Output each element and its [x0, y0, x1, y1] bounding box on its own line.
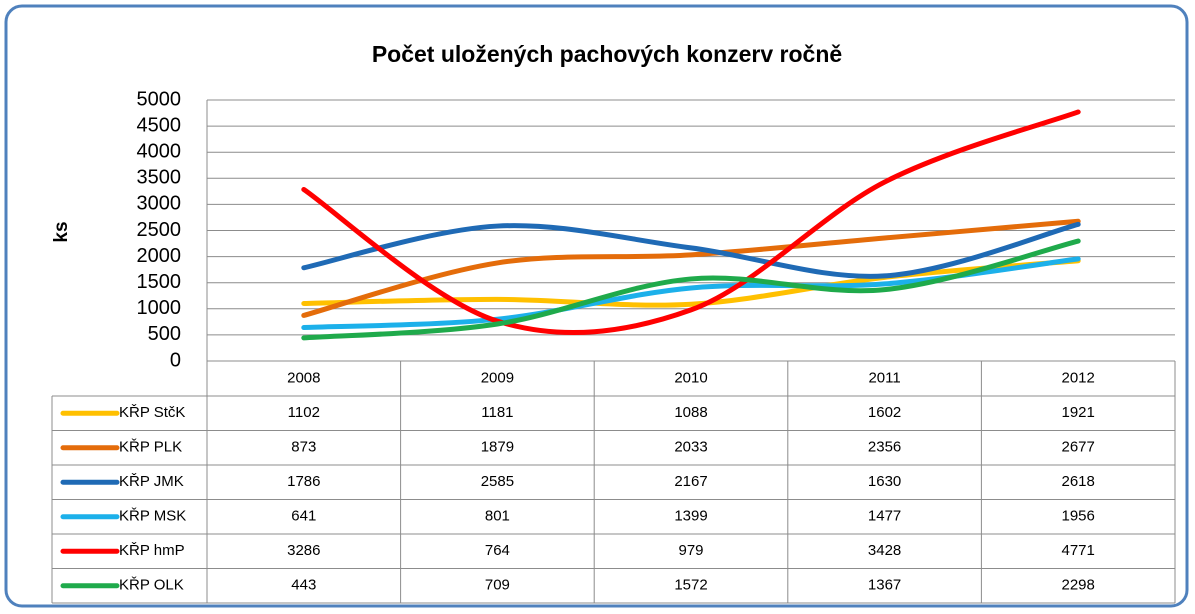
x-tick-label: 2009: [481, 369, 514, 386]
x-tick-label: 2008: [287, 369, 320, 386]
table-value: 2033: [674, 439, 707, 456]
y-axis-label: ks: [51, 221, 72, 242]
table-value: 1956: [1062, 508, 1095, 525]
table-value: 1879: [481, 439, 514, 456]
table-value: 2585: [481, 473, 514, 490]
table-value: 1088: [674, 404, 707, 421]
table-value: 1602: [868, 404, 901, 421]
y-tick-label: 5000: [137, 88, 182, 110]
legend-label: KŘP StčK: [119, 404, 185, 421]
x-tick-label: 2011: [868, 369, 900, 386]
table-value: 1921: [1062, 404, 1095, 421]
x-tick-label: 2010: [674, 369, 707, 386]
table-value: 1572: [674, 577, 707, 594]
legend-label: KŘP hmP: [119, 542, 185, 559]
y-tick-label: 3500: [137, 167, 182, 189]
table-value: 3428: [868, 542, 901, 559]
legend-label: KŘP MSK: [119, 508, 186, 525]
table-value: 1367: [868, 577, 901, 594]
series-line: [301, 109, 1081, 336]
legend-label: KŘP PLK: [119, 439, 182, 456]
series-line: [301, 238, 1081, 341]
table-value: 2677: [1062, 439, 1095, 456]
y-tick-label: 500: [148, 323, 181, 345]
table-value: 1102: [288, 404, 320, 421]
table-value: 709: [485, 577, 510, 594]
legend-label: KŘP JMK: [119, 473, 184, 490]
table-value: 4771: [1062, 542, 1095, 559]
y-tick-label: 3000: [137, 193, 182, 215]
table-value: 641: [291, 508, 316, 525]
legend-label: KŘP OLK: [119, 577, 184, 594]
y-tick-label: 4500: [137, 114, 182, 136]
series-line: [301, 258, 1081, 308]
y-tick-label: 4000: [137, 140, 182, 162]
table-value: 873: [291, 439, 316, 456]
table-value: 1477: [868, 508, 901, 525]
table-value: 1786: [287, 473, 320, 490]
y-tick-label: 2500: [137, 219, 182, 241]
table-value: 801: [485, 508, 510, 525]
frame: [4, 4, 1189, 608]
table-value: 3286: [287, 542, 320, 559]
table-value: 1399: [674, 508, 707, 525]
y-tick-label: 1500: [137, 271, 182, 293]
table-value: 2618: [1062, 473, 1095, 490]
table-value: 1181: [481, 404, 513, 421]
table-value: 2298: [1062, 577, 1095, 594]
chart-title: Počet uložených pachových konzerv ročně: [372, 41, 842, 67]
y-tick-label: 0: [170, 349, 181, 371]
table-value: 764: [485, 542, 510, 559]
x-tick-label: 2012: [1062, 369, 1095, 386]
y-tick-label: 2000: [137, 245, 182, 267]
table-value: 979: [678, 542, 703, 559]
table-value: 1630: [868, 473, 901, 490]
table-value: 2356: [868, 439, 901, 456]
table-value: 2167: [674, 473, 707, 490]
y-tick-label: 1000: [137, 297, 182, 319]
table-value: 443: [291, 577, 316, 594]
series-line: [301, 221, 1081, 279]
